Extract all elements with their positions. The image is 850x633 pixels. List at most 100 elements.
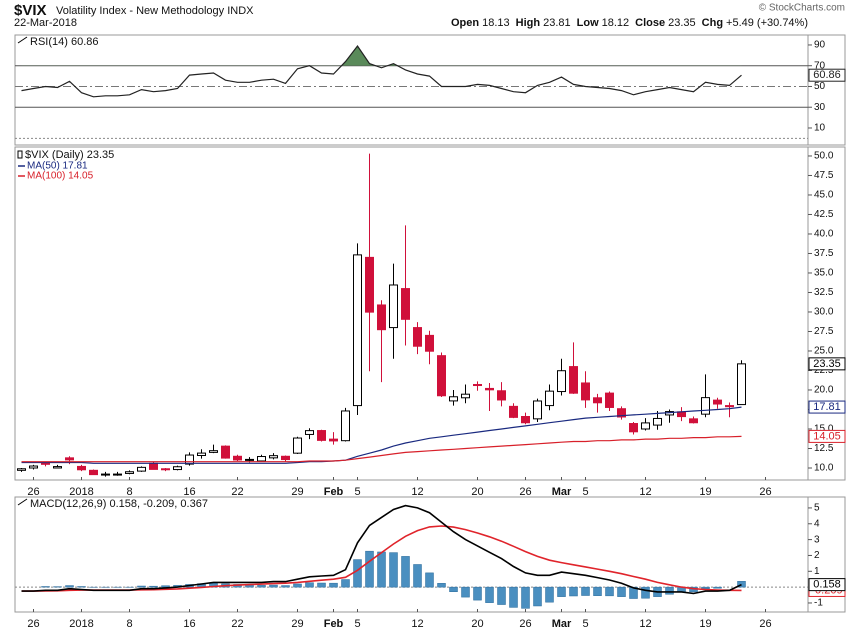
candle-body xyxy=(101,473,110,476)
y-tick-label: 90 xyxy=(814,40,826,51)
histogram-bar xyxy=(485,586,494,603)
legend-label: $VIX (Daily) 23.35 xyxy=(25,149,114,161)
y-tick-label: 25.0 xyxy=(814,346,834,357)
y-tick-label: 47.5 xyxy=(814,170,834,181)
histogram-bar xyxy=(665,586,674,595)
candle-body xyxy=(65,457,74,461)
candle-body xyxy=(161,468,170,471)
histogram-bar xyxy=(329,582,338,588)
quote-label: Close xyxy=(635,17,665,29)
candle-body xyxy=(473,384,482,387)
y-tick-label: 42.5 xyxy=(814,209,834,220)
y-tick-label: 37.5 xyxy=(814,248,834,259)
x-tick-label: 5 xyxy=(582,618,588,630)
candle-body xyxy=(269,455,278,459)
candle-body xyxy=(449,396,458,402)
series-line xyxy=(21,44,742,98)
x-tick-label: Mar xyxy=(552,618,572,630)
candle-body xyxy=(509,405,518,418)
candle-body xyxy=(149,462,158,470)
candle-body xyxy=(641,422,650,430)
x-tick-label: 26 xyxy=(27,618,39,630)
histogram-bar xyxy=(305,582,314,588)
series-line xyxy=(21,406,742,464)
quote-value: 18.12 xyxy=(602,17,630,29)
histogram-bar xyxy=(593,586,602,596)
symbol: $VIX xyxy=(14,2,47,19)
x-tick-label: Mar xyxy=(552,486,572,498)
candle-body xyxy=(293,437,302,454)
quote-value: 23.81 xyxy=(543,17,571,29)
y-tick-label: 12.5 xyxy=(814,443,834,454)
candle-body xyxy=(533,400,542,420)
y-tick-label: 10 xyxy=(814,123,826,134)
x-tick-label: 2018 xyxy=(69,486,93,498)
x-tick-label: 26 xyxy=(759,618,771,630)
candle-body xyxy=(197,452,206,457)
histogram-bar xyxy=(605,586,614,597)
histogram-bar xyxy=(65,585,74,588)
candle-body xyxy=(737,363,746,406)
histogram-bar xyxy=(569,586,578,597)
histogram-bar xyxy=(401,556,410,588)
candle-body xyxy=(593,397,602,404)
histogram-bar xyxy=(281,585,290,588)
histogram-bar xyxy=(737,581,746,588)
legend-icon xyxy=(17,498,28,506)
histogram-bar xyxy=(269,584,278,588)
series-line xyxy=(21,504,742,595)
x-tick-label: 5 xyxy=(582,486,588,498)
value-tag-label: 23.35 xyxy=(813,358,841,370)
quote-value: +5.49 (+30.74%) xyxy=(726,17,808,29)
x-tick-label: 26 xyxy=(27,486,39,498)
date: 22-Mar-2018 xyxy=(14,17,77,29)
histogram-bar xyxy=(509,586,518,608)
candle-body xyxy=(17,468,26,471)
histogram-bar xyxy=(521,586,530,609)
histogram-bar xyxy=(497,586,506,605)
candle-body xyxy=(701,397,710,415)
panel-frame xyxy=(14,496,846,613)
value-tag xyxy=(808,357,846,371)
candle-body xyxy=(233,455,242,461)
histogram-bar xyxy=(533,586,542,607)
x-tick-label: 16 xyxy=(183,486,195,498)
y-tick-label: 45.0 xyxy=(814,190,834,201)
x-tick-label: Feb xyxy=(324,486,344,498)
legend-label: MA(50) 17.81 xyxy=(27,161,88,172)
candle-body xyxy=(557,370,566,393)
candle-body xyxy=(221,445,230,459)
x-tick-label: 22 xyxy=(231,486,243,498)
histogram-bar xyxy=(149,585,158,588)
candle-body xyxy=(461,393,470,399)
histogram-bar xyxy=(449,586,458,592)
candle-body xyxy=(401,288,410,320)
histogram-bar xyxy=(557,586,566,597)
x-tick-label: 20 xyxy=(471,486,483,498)
y-tick-label: -1 xyxy=(814,598,823,609)
quote-label: Low xyxy=(577,17,599,29)
histogram-bar xyxy=(293,583,302,588)
value-tag-label: 0.158 xyxy=(813,579,841,591)
y-tick-label: 32.5 xyxy=(814,287,834,298)
histogram-bar xyxy=(353,559,362,588)
y-tick-label: 15.0 xyxy=(814,424,834,435)
candle-body xyxy=(41,462,50,465)
y-tick-label: 3 xyxy=(814,534,820,545)
candle-body xyxy=(425,334,434,352)
quote-value: 23.35 xyxy=(668,17,696,29)
histogram-bar xyxy=(701,586,710,589)
quote-label: High xyxy=(516,17,541,29)
candle-body xyxy=(281,455,290,461)
candle-body xyxy=(185,454,194,465)
candle-body xyxy=(569,366,578,394)
histogram-bar xyxy=(473,586,482,601)
y-tick-label: 20.0 xyxy=(814,385,834,396)
y-tick-label: 1 xyxy=(814,566,820,577)
histogram-bar xyxy=(137,585,146,588)
legend-label: MACD(12,26,9) 0.158, -0.209, 0.367 xyxy=(30,498,208,510)
candle-body xyxy=(605,392,614,408)
y-tick-label: 40.0 xyxy=(814,229,834,240)
x-tick-label: 19 xyxy=(699,486,711,498)
